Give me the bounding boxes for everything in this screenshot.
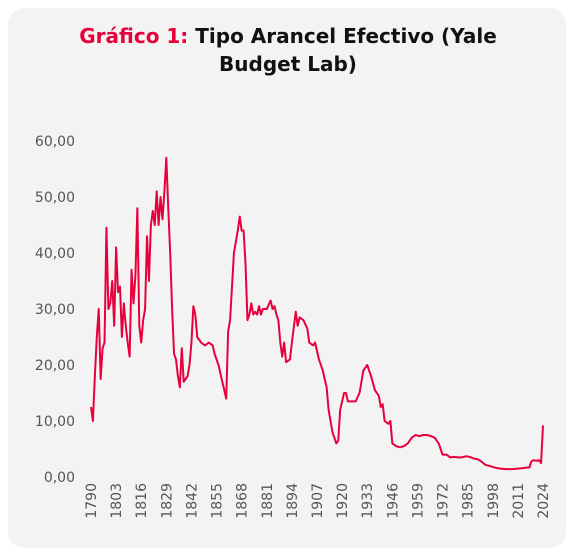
y-tick-label: 40,00 <box>35 246 75 262</box>
x-tick-label: 1946 <box>385 483 401 519</box>
x-tick-label: 1894 <box>285 483 301 519</box>
x-tick-label: 1816 <box>134 483 150 519</box>
chart-title: Gráfico 1: Tipo Arancel Efectivo (Yale B… <box>68 22 508 78</box>
y-tick-label: 0,00 <box>44 470 75 486</box>
x-tick-label: 1803 <box>109 483 125 519</box>
y-tick-label: 30,00 <box>35 302 75 318</box>
x-tick-label: 1998 <box>486 483 502 519</box>
x-tick-label: 2011 <box>511 483 527 519</box>
x-tick-label: 1959 <box>410 483 426 519</box>
x-tick-label: 1933 <box>360 483 376 519</box>
x-tick-label: 2024 <box>536 483 552 519</box>
x-tick-label: 1868 <box>235 483 251 519</box>
y-tick-label: 10,00 <box>35 414 75 430</box>
y-tick-label: 60,00 <box>35 134 75 150</box>
x-tick-label: 1972 <box>436 483 452 519</box>
x-tick-label: 1920 <box>335 483 351 519</box>
title-prefix: Gráfico 1: <box>79 24 189 48</box>
x-tick-label: 1907 <box>310 483 326 519</box>
y-tick-label: 50,00 <box>35 190 75 206</box>
x-tick-label: 1829 <box>159 483 175 519</box>
x-tick-label: 1842 <box>184 483 200 519</box>
x-tick-label: 1855 <box>210 483 226 519</box>
title-text: Tipo Arancel Efectivo (Yale Budget Lab) <box>195 24 497 76</box>
y-tick-label: 20,00 <box>35 358 75 374</box>
x-tick-label: 1985 <box>461 483 477 519</box>
x-tick-label: 1790 <box>84 483 100 519</box>
x-tick-label: 1881 <box>260 483 276 519</box>
line-series <box>90 156 544 471</box>
